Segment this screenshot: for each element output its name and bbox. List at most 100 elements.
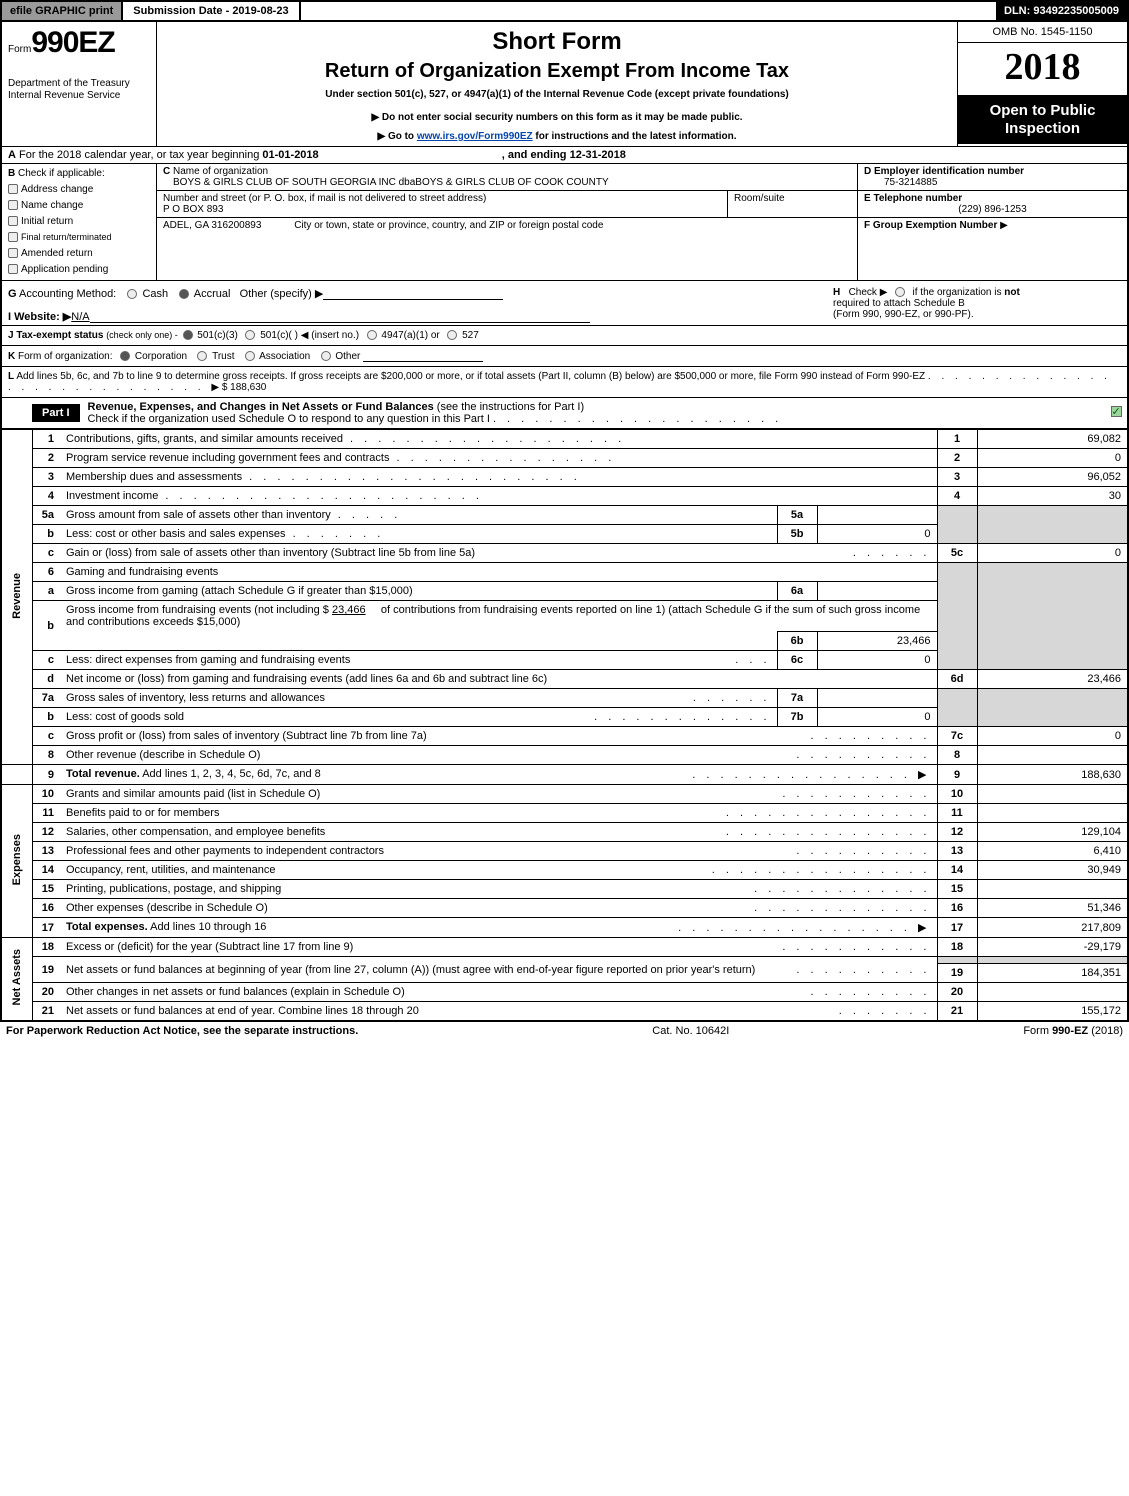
rval-13: 6,410	[977, 842, 1127, 861]
rval-2: 0	[977, 449, 1127, 468]
radio-501c3[interactable]	[183, 330, 193, 340]
other-specify-field[interactable]	[323, 288, 503, 300]
c-city-block: ADEL, GA 316200893 City or town, state o…	[157, 218, 857, 233]
rlbl-20: 20	[937, 983, 977, 1002]
ln-13: 13	[32, 842, 60, 861]
ln-6a: a	[32, 582, 60, 601]
city-lbl: City or town, state or province, country…	[294, 220, 603, 231]
rlbl-3: 3	[937, 468, 977, 487]
d-lbl: D Employer identification number	[864, 166, 1024, 177]
label-j: J Tax-exempt status	[8, 330, 103, 341]
website-val: N/A	[71, 311, 89, 323]
tax-year: 2018	[958, 43, 1127, 96]
radio-accrual[interactable]	[179, 289, 189, 299]
chk-application-pending[interactable]	[8, 264, 18, 274]
room-suite: Room/suite	[727, 191, 857, 217]
desc-8: Other revenue (describe in Schedule O) .…	[60, 746, 937, 765]
header-center: Short Form Return of Organization Exempt…	[157, 22, 957, 146]
rval-8	[977, 746, 1127, 765]
g-accounting: G Accounting Method: Cash Accrual Other …	[2, 281, 827, 325]
radio-527[interactable]	[447, 330, 457, 340]
grey-7v	[977, 689, 1127, 727]
lbl-address-change: Address change	[21, 184, 93, 195]
submission-date: Submission Date - 2019-08-23	[123, 2, 300, 20]
mval-7b: 0	[817, 708, 937, 727]
line-4: 4 Investment income . . . . . . . . . . …	[2, 487, 1127, 506]
goto-link[interactable]: www.irs.gov/Form990EZ	[417, 131, 533, 142]
goto-post: for instructions and the latest informat…	[533, 131, 737, 142]
h-req: required to attach Schedule B	[833, 298, 965, 309]
addr-val: P O BOX 893	[163, 204, 223, 215]
line-21: 21 Net assets or fund balances at end of…	[2, 1002, 1127, 1021]
ln-3: 3	[32, 468, 60, 487]
ln-7a: 7a	[32, 689, 60, 708]
dept-irs: Internal Revenue Service	[8, 90, 150, 102]
radio-corp[interactable]	[120, 351, 130, 361]
desc-21: Net assets or fund balances at end of ye…	[60, 1002, 937, 1021]
chk-initial-return[interactable]	[8, 216, 18, 226]
header-left: Form990EZ Department of the Treasury Int…	[2, 22, 157, 146]
radio-trust[interactable]	[197, 351, 207, 361]
desc-7b: Less: cost of goods sold . . . . . . . .…	[60, 708, 777, 727]
line-12: 12 Salaries, other compensation, and emp…	[2, 823, 1127, 842]
org-name: BOYS & GIRLS CLUB OF SOUTH GEORGIA INC d…	[163, 177, 609, 188]
rval-11	[977, 804, 1127, 823]
chk-final-return[interactable]	[8, 232, 18, 242]
rlbl-12: 12	[937, 823, 977, 842]
city-val: ADEL, GA 316200893	[163, 220, 261, 231]
desc-10: Grants and similar amounts paid (list in…	[60, 785, 937, 804]
efile-print-button[interactable]: efile GRAPHIC print	[2, 2, 123, 20]
desc-18: Excess or (deficit) for the year (Subtra…	[60, 938, 937, 957]
desc-5a: Gross amount from sale of assets other t…	[60, 506, 777, 525]
ln-14: 14	[32, 861, 60, 880]
radio-cash[interactable]	[127, 289, 137, 299]
other-org-field[interactable]	[363, 350, 483, 362]
label-c: C	[163, 166, 170, 177]
radio-assoc[interactable]	[245, 351, 255, 361]
radio-501c[interactable]	[245, 330, 255, 340]
lbl-other: Other (specify) ▶	[240, 288, 324, 300]
ln-18: 18	[32, 938, 60, 957]
rlbl-18: 18	[937, 938, 977, 957]
radio-other-org[interactable]	[321, 351, 331, 361]
lbl-amended-return: Amended return	[21, 248, 93, 259]
ln-12: 12	[32, 823, 60, 842]
row-j: J Tax-exempt status (check only one) - 5…	[2, 326, 1127, 346]
website-underline	[90, 311, 590, 323]
desc-6a: Gross income from gaming (attach Schedul…	[60, 582, 777, 601]
chk-name-change[interactable]	[8, 200, 18, 210]
side-revenue: Revenue	[2, 430, 32, 765]
rval-19: 184,351	[977, 964, 1127, 983]
f-lbl: F Group Exemption Number	[864, 220, 997, 231]
rval-9: 188,630	[977, 765, 1127, 785]
line-5a: 5a Gross amount from sale of assets othe…	[2, 506, 1127, 525]
desc-16: Other expenses (describe in Schedule O) …	[60, 899, 937, 918]
ln-7c: c	[32, 727, 60, 746]
mlbl-7b: 7b	[777, 708, 817, 727]
form-word: Form	[8, 44, 31, 55]
chk-amended-return[interactable]	[8, 248, 18, 258]
desc-1: Contributions, gifts, grants, and simila…	[60, 430, 937, 449]
part1-title-note: (see the instructions for Part I)	[437, 401, 584, 413]
part1-header: Part I Revenue, Expenses, and Changes in…	[2, 398, 1127, 429]
rval-5c: 0	[977, 544, 1127, 563]
mlbl-6a: 6a	[777, 582, 817, 601]
desc-20: Other changes in net assets or fund bala…	[60, 983, 937, 1002]
line-6: 6 Gaming and fundraising events	[2, 563, 1127, 582]
desc-4: Investment income . . . . . . . . . . . …	[60, 487, 937, 506]
line-14: 14 Occupancy, rent, utilities, and maint…	[2, 861, 1127, 880]
radio-4947[interactable]	[367, 330, 377, 340]
desc-11: Benefits paid to or for members . . . . …	[60, 804, 937, 823]
lbl-501c: 501(c)( )	[260, 330, 298, 341]
label-g: G	[8, 288, 17, 300]
rlbl-1: 1	[937, 430, 977, 449]
rlbl-11: 11	[937, 804, 977, 823]
grey-19v	[977, 957, 1127, 964]
line-13: 13 Professional fees and other payments …	[2, 842, 1127, 861]
department: Department of the Treasury Internal Reve…	[8, 78, 150, 102]
radio-h[interactable]	[895, 287, 905, 297]
mval-6b: 23,466	[817, 632, 937, 651]
side-rev-end	[2, 765, 32, 785]
chk-address-change[interactable]	[8, 184, 18, 194]
mlbl-7a: 7a	[777, 689, 817, 708]
